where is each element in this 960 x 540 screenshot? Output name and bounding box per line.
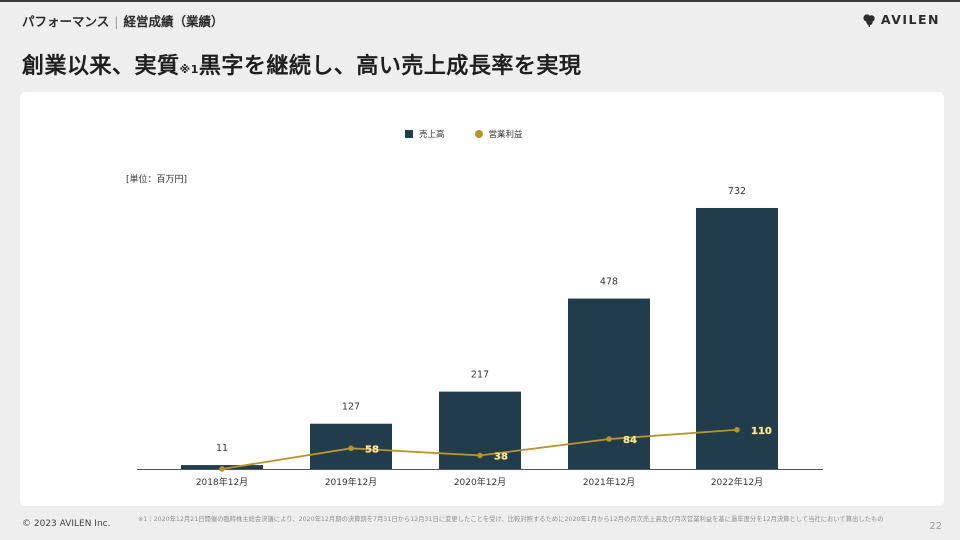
- revenue-bar: [696, 207, 778, 470]
- operating-profit-data-label: 38: [494, 451, 508, 462]
- revenue-data-label: 478: [600, 277, 618, 288]
- breadcrumb: パフォーマンス | 経営成績（業績）: [22, 11, 224, 30]
- leaf-icon: [863, 13, 875, 27]
- breadcrumb-section: パフォーマンス: [22, 14, 110, 29]
- operating-profit-point: [606, 436, 612, 442]
- revenue-data-label: 127: [342, 402, 360, 413]
- operating-profit-point: [477, 452, 483, 459]
- title-main-before: 創業以来、実質: [22, 54, 180, 79]
- operating-profit-data-label: 84: [623, 435, 637, 446]
- avilen-logo: AVILEN: [862, 12, 940, 27]
- x-tick-label: 2018年12月: [196, 476, 248, 488]
- legend-label-operating-profit: 営業利益: [488, 130, 523, 140]
- title-main-after: 黒字を継続し、高い売上成長率を実現: [198, 54, 582, 79]
- breadcrumb-separator: |: [114, 14, 119, 29]
- revenue-data-label: 11: [216, 443, 228, 454]
- copyright: © 2023 AVILEN Inc.: [22, 519, 111, 529]
- x-tick-label: 2022年12月: [711, 476, 763, 488]
- operating-profit-point: [219, 466, 225, 472]
- page-number: 22: [929, 521, 942, 532]
- operating-profit-data-label: 58: [365, 444, 379, 455]
- title-note-mark: ※1: [179, 63, 199, 76]
- x-tick-label: 2021年12月: [583, 476, 635, 488]
- x-tick-label: 2019年12月: [325, 476, 377, 488]
- revenue-data-label: 732: [728, 186, 746, 197]
- legend-label-revenue: 売上高: [419, 130, 445, 140]
- page-title: 創業以来、実質※1黒字を継続し、高い売上成長率を実現: [22, 48, 581, 80]
- top-rule: [0, 0, 960, 2]
- chart-legend: 売上高 営業利益: [405, 128, 523, 140]
- operating-profit-point: [348, 445, 354, 452]
- operating-profit-point: [734, 426, 740, 433]
- footnote: ※1｜2020年12月21日開催の臨時株主総会決議により、2020年12月期の決…: [138, 516, 884, 523]
- breadcrumb-subsection: 経営成績（業績）: [123, 14, 224, 29]
- unit-label: [単位：百万円]: [126, 175, 188, 185]
- revenue-data-label: 217: [471, 370, 489, 381]
- operating-profit-data-label: 110: [751, 426, 772, 437]
- legend-swatch-revenue: [405, 130, 413, 138]
- x-tick-label: 2020年12月: [454, 476, 506, 488]
- legend-swatch-operating-profit: [474, 130, 483, 138]
- logo-text: AVILEN: [880, 12, 940, 27]
